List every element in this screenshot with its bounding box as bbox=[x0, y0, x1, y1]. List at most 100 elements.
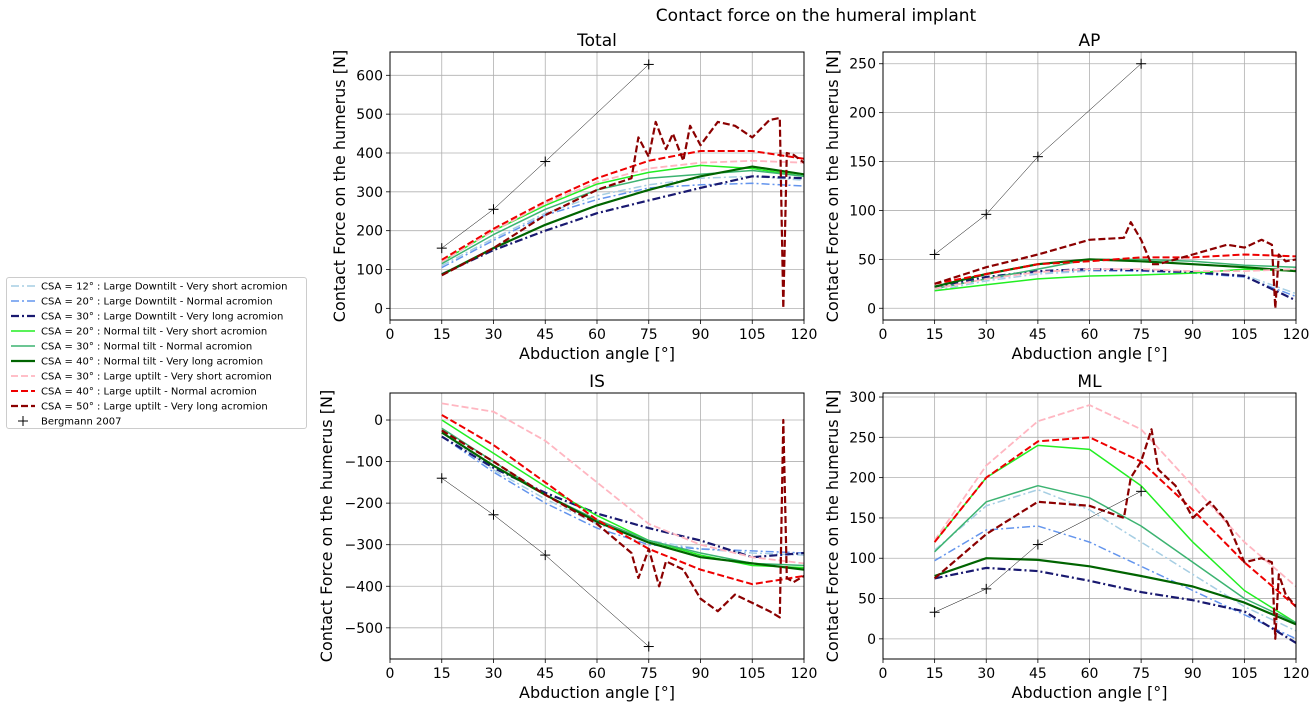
x-tick-label: 120 bbox=[1283, 327, 1310, 343]
x-tick-label: 15 bbox=[433, 666, 451, 682]
x-tick-label: 45 bbox=[536, 327, 554, 343]
x-tick-label: 90 bbox=[692, 666, 710, 682]
figure-title: Contact force on the humeral implant bbox=[656, 6, 977, 26]
series-group bbox=[934, 63, 1296, 310]
series-group bbox=[441, 64, 804, 310]
series-line bbox=[441, 431, 804, 571]
legend-label: CSA = 30° : Normal tilt - Normal acromio… bbox=[41, 342, 252, 353]
series-line bbox=[934, 253, 1296, 285]
x-axis-label: Abduction angle [°] bbox=[519, 683, 675, 702]
panel-total: 0 15 30 45 60 75 90 105 120 0 100 200 300 400 500 600 To… bbox=[330, 31, 817, 363]
legend-entry: CSA = 40° : Normal tilt - Very long acro… bbox=[11, 357, 263, 368]
series-group bbox=[933, 404, 1296, 644]
bergmann-marker bbox=[643, 641, 654, 652]
x-tick-label: 90 bbox=[1184, 666, 1202, 682]
bergmann-marker bbox=[540, 550, 551, 561]
y-tick-label: 250 bbox=[849, 430, 876, 446]
y-tick-label: 150 bbox=[849, 155, 876, 171]
x-axis-label: Abduction angle [°] bbox=[1012, 683, 1168, 702]
legend-entry: CSA = 30° : Normal tilt - Normal acromio… bbox=[11, 342, 252, 353]
series-line bbox=[441, 402, 804, 565]
bergmann-marker bbox=[929, 249, 940, 260]
x-tick-label: 90 bbox=[692, 327, 710, 343]
legend-entry: CSA = 20° : Large Downtilt - Normal acro… bbox=[11, 297, 273, 308]
bergmann-marker bbox=[436, 243, 447, 254]
series-line bbox=[441, 159, 804, 263]
y-tick-label: 100 bbox=[849, 203, 876, 219]
series-line bbox=[933, 428, 1296, 640]
x-tick-label: 105 bbox=[1231, 327, 1258, 343]
bergmann-marker bbox=[1136, 58, 1147, 69]
bergmann-marker bbox=[929, 607, 940, 618]
panel-is: 0 15 30 45 60 75 90 105 120 0 −100 −200 −300 −400 −500… bbox=[317, 372, 817, 702]
y-tick-label: 200 bbox=[356, 224, 383, 240]
panel-ap: 0 15 30 45 60 75 90 105 120 0 50 100 150 200 250 AP Abdu… bbox=[823, 31, 1309, 363]
y-tick-label: 100 bbox=[356, 263, 383, 279]
y-tick-label: 600 bbox=[356, 68, 383, 84]
y-axis-label: Contact Force on the humerus [N] bbox=[823, 390, 842, 662]
y-tick-label: 200 bbox=[849, 106, 876, 122]
series-line bbox=[934, 525, 1296, 640]
x-tick-label: 30 bbox=[485, 327, 503, 343]
x-tick-label: 15 bbox=[926, 666, 944, 682]
y-tick-label: 50 bbox=[858, 252, 876, 268]
y-tick-label: 100 bbox=[849, 551, 876, 567]
x-tick-label: 60 bbox=[1081, 666, 1099, 682]
bergmann-marker bbox=[1136, 486, 1147, 497]
legend-label: CSA = 20° : Large Downtilt - Normal acro… bbox=[41, 297, 273, 308]
panel-title: IS bbox=[589, 372, 605, 392]
series-line bbox=[441, 477, 649, 647]
y-tick-label: 250 bbox=[849, 57, 876, 73]
y-tick-label: 0 bbox=[867, 301, 876, 317]
series-line bbox=[934, 268, 1296, 292]
y-tick-label: 0 bbox=[374, 301, 383, 317]
legend-label: CSA = 40° : Large uptilt - Normal acromi… bbox=[41, 387, 257, 398]
x-tick-label: 0 bbox=[386, 666, 395, 682]
legend-entry: Bergmann 2007 bbox=[18, 416, 121, 428]
y-tick-label: 50 bbox=[858, 592, 876, 608]
x-tick-label: 45 bbox=[1029, 327, 1047, 343]
bergmann-marker bbox=[981, 583, 992, 594]
x-tick-label: 60 bbox=[588, 327, 606, 343]
series-line bbox=[934, 484, 1296, 624]
x-tick-label: 60 bbox=[588, 666, 606, 682]
y-tick-label: 500 bbox=[356, 107, 383, 123]
series-line bbox=[441, 150, 804, 261]
x-tick-label: 105 bbox=[739, 666, 766, 682]
y-tick-label: 400 bbox=[356, 146, 383, 162]
bergmann-marker bbox=[540, 156, 551, 167]
series-line bbox=[441, 165, 804, 276]
legend-entry: CSA = 30° : Large Downtilt - Very long a… bbox=[11, 312, 283, 323]
x-tick-label: 75 bbox=[1132, 327, 1150, 343]
series-line bbox=[441, 418, 804, 619]
x-tick-label: 45 bbox=[536, 666, 554, 682]
x-tick-label: 30 bbox=[977, 327, 995, 343]
bergmann-marker bbox=[436, 473, 447, 484]
legend-label: CSA = 30° : Large Downtilt - Very long a… bbox=[41, 312, 283, 323]
x-tick-label: 75 bbox=[640, 666, 658, 682]
legend-label: CSA = 20° : Normal tilt - Very short acr… bbox=[41, 327, 267, 338]
y-tick-label: −400 bbox=[345, 579, 383, 595]
legend-entry: CSA = 40° : Large uptilt - Normal acromi… bbox=[11, 387, 257, 398]
y-tick-label: 150 bbox=[849, 511, 876, 527]
y-tick-label: 200 bbox=[849, 471, 876, 487]
series-line bbox=[441, 419, 804, 569]
x-tick-label: 120 bbox=[1283, 666, 1310, 682]
y-tick-label: −500 bbox=[345, 621, 383, 637]
y-tick-label: 0 bbox=[374, 413, 383, 429]
series-line bbox=[441, 116, 804, 310]
series-line bbox=[934, 488, 1296, 632]
panel-title: ML bbox=[1077, 372, 1102, 392]
series-line bbox=[934, 221, 1296, 310]
x-tick-label: 30 bbox=[977, 666, 995, 682]
panel-ml: 0 15 30 45 60 75 90 105 120 0 50 100 150 200 250 300 ML A… bbox=[823, 372, 1309, 702]
bergmann-marker bbox=[643, 59, 654, 70]
x-tick-label: 0 bbox=[879, 327, 888, 343]
x-axis-label: Abduction angle [°] bbox=[519, 344, 675, 363]
x-tick-label: 120 bbox=[791, 327, 818, 343]
legend: CSA = 12° : Large Downtilt - Very short … bbox=[6, 277, 307, 429]
bergmann-marker bbox=[1032, 151, 1043, 162]
legend-entry: CSA = 20° : Normal tilt - Very short acr… bbox=[11, 327, 267, 338]
series-line bbox=[441, 175, 804, 276]
